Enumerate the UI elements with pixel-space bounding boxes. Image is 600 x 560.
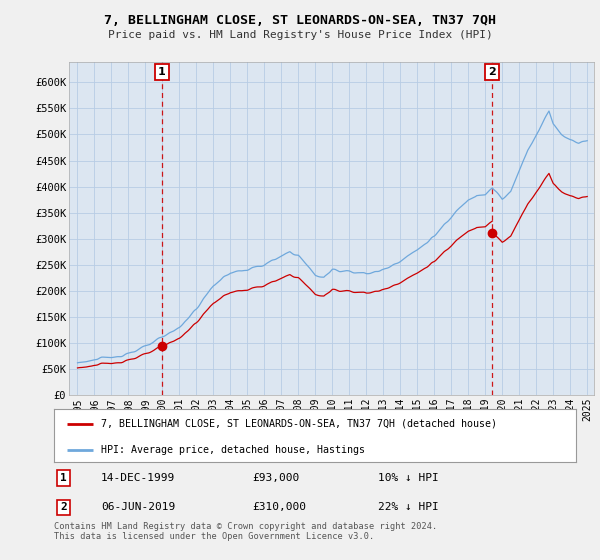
Text: 1: 1 bbox=[158, 67, 166, 77]
Text: 1: 1 bbox=[60, 473, 67, 483]
Text: 7, BELLINGHAM CLOSE, ST LEONARDS-ON-SEA, TN37 7QH: 7, BELLINGHAM CLOSE, ST LEONARDS-ON-SEA,… bbox=[104, 14, 496, 27]
Text: 22% ↓ HPI: 22% ↓ HPI bbox=[377, 502, 439, 512]
Text: Price paid vs. HM Land Registry's House Price Index (HPI): Price paid vs. HM Land Registry's House … bbox=[107, 30, 493, 40]
Text: 14-DEC-1999: 14-DEC-1999 bbox=[101, 473, 175, 483]
Text: 7, BELLINGHAM CLOSE, ST LEONARDS-ON-SEA, TN37 7QH (detached house): 7, BELLINGHAM CLOSE, ST LEONARDS-ON-SEA,… bbox=[101, 419, 497, 429]
Text: HPI: Average price, detached house, Hastings: HPI: Average price, detached house, Hast… bbox=[101, 445, 365, 455]
Text: £310,000: £310,000 bbox=[253, 502, 307, 512]
Text: 2: 2 bbox=[488, 67, 496, 77]
Text: 10% ↓ HPI: 10% ↓ HPI bbox=[377, 473, 439, 483]
Text: £93,000: £93,000 bbox=[253, 473, 299, 483]
Text: Contains HM Land Registry data © Crown copyright and database right 2024.
This d: Contains HM Land Registry data © Crown c… bbox=[54, 522, 437, 542]
Text: 2: 2 bbox=[60, 502, 67, 512]
Text: 06-JUN-2019: 06-JUN-2019 bbox=[101, 502, 175, 512]
